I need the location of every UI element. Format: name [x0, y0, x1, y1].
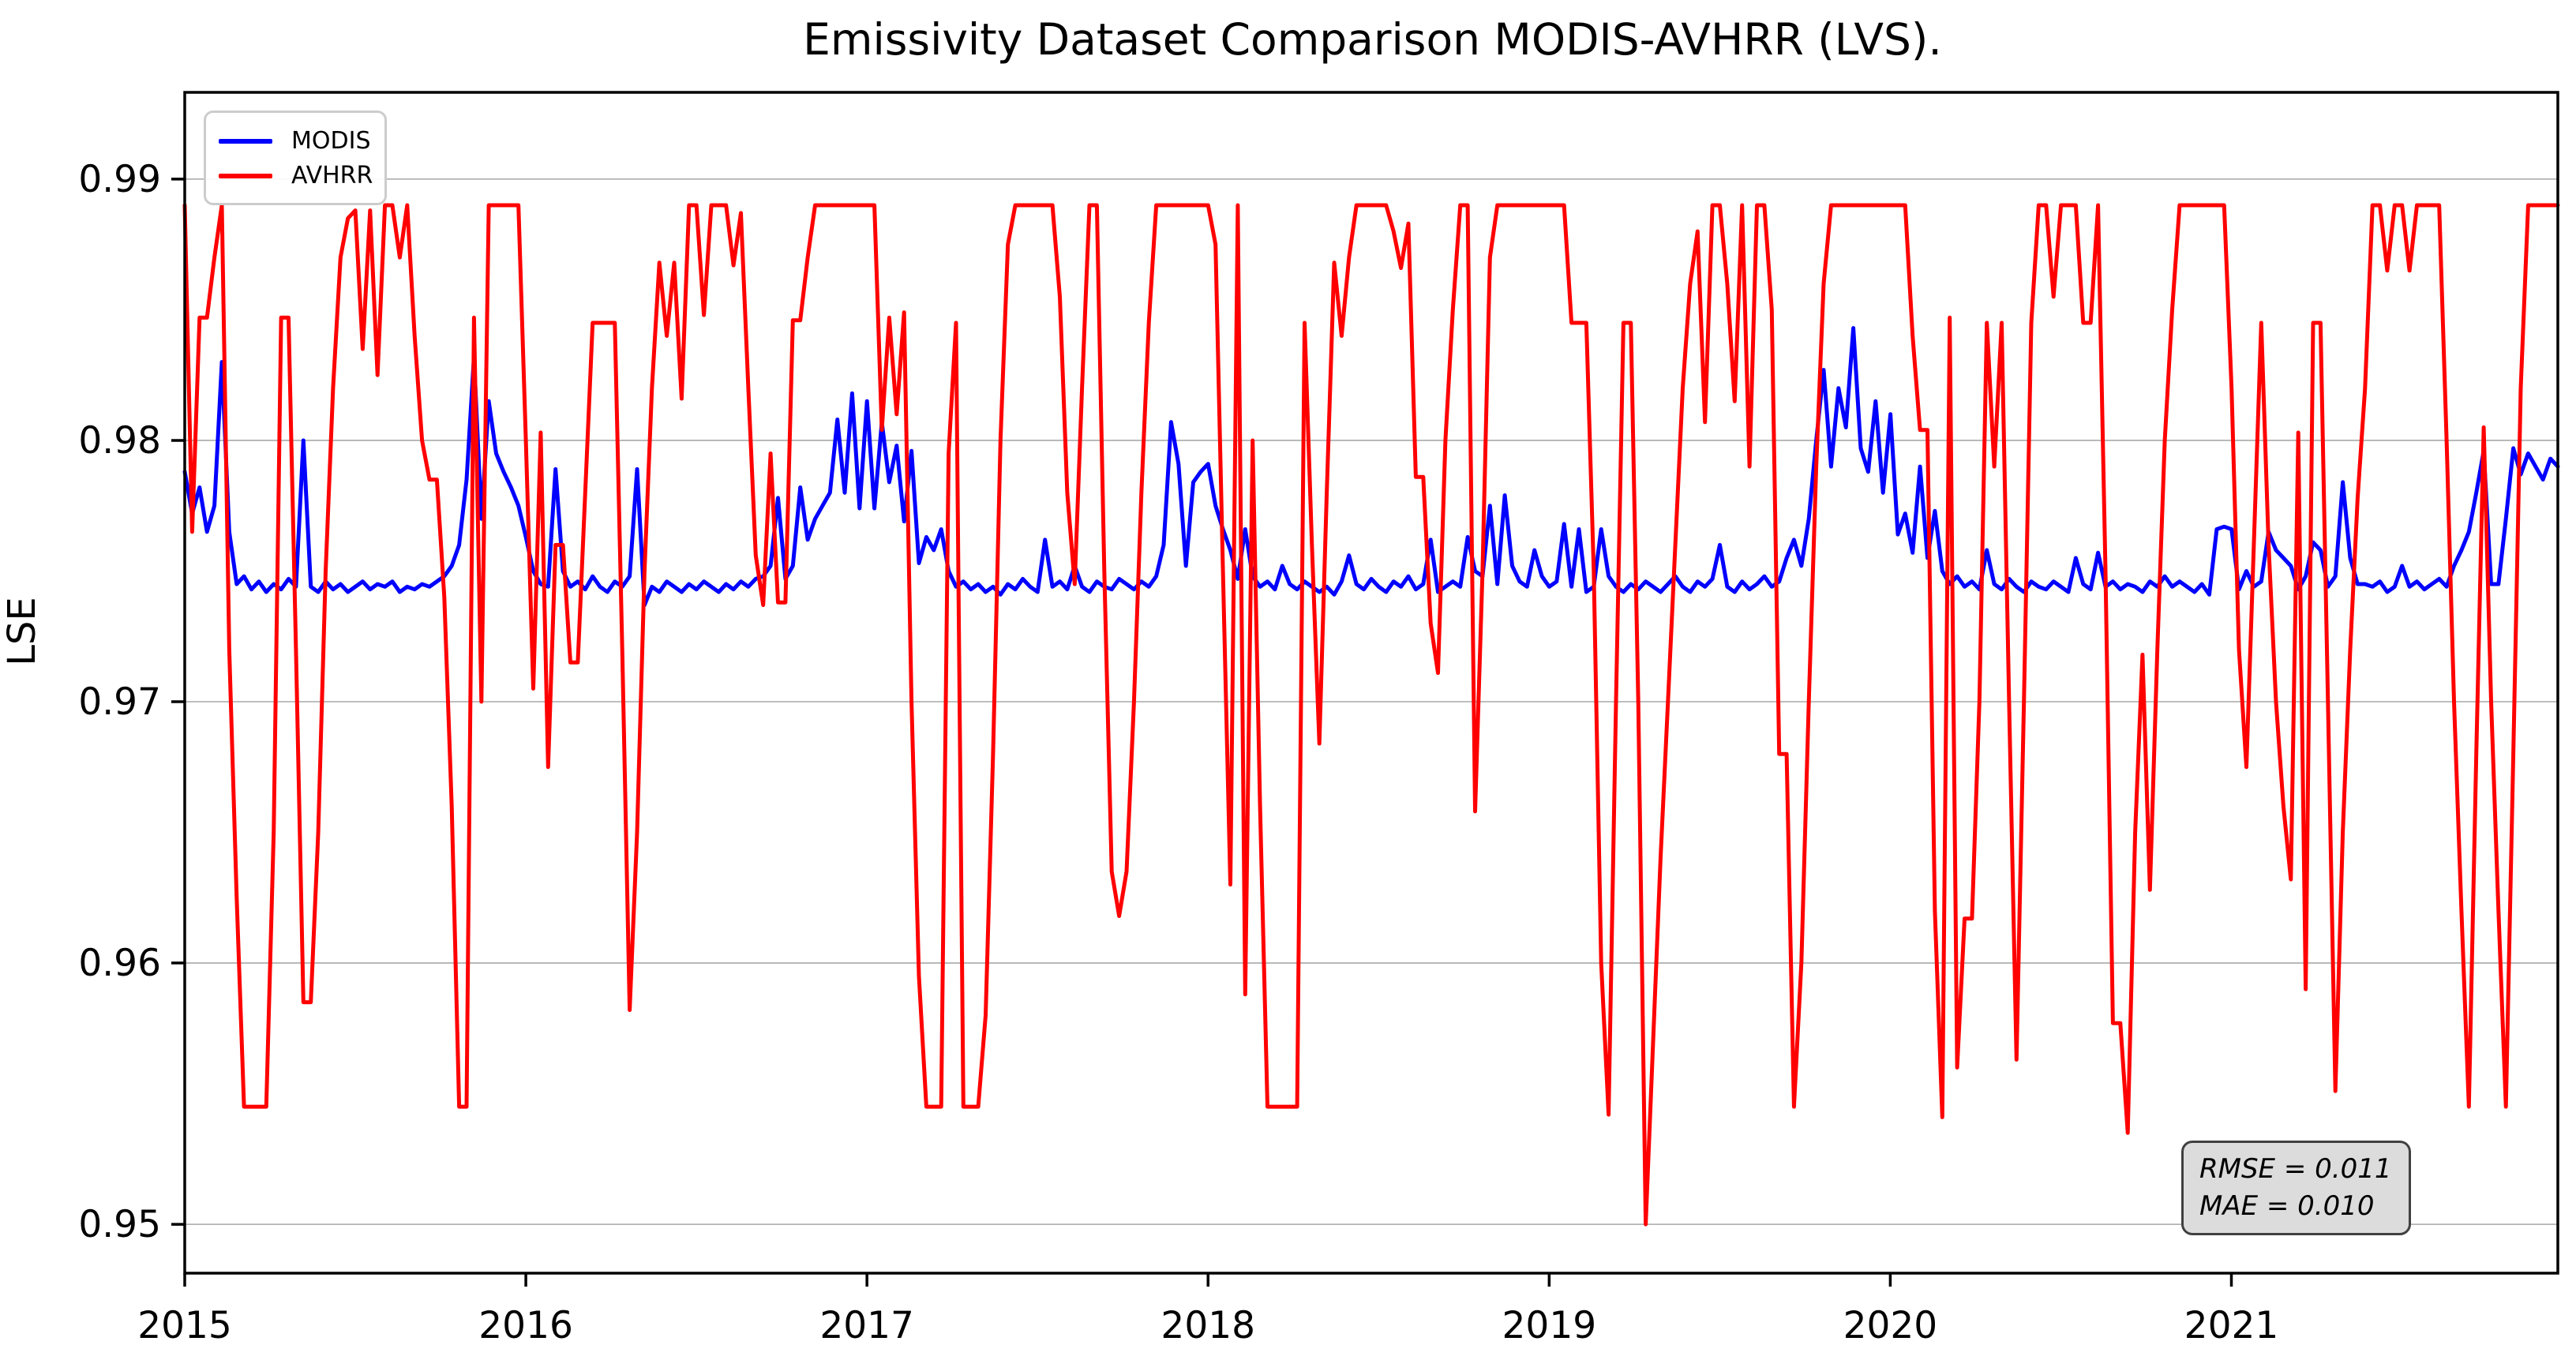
- modis-line-swatch-icon: [219, 139, 272, 144]
- y-tick-label: 0.97: [78, 680, 161, 724]
- metrics-annotation-box: RMSE = 0.011 MAE = 0.010: [2181, 1141, 2412, 1235]
- chart-title: Emissivity Dataset Comparison MODIS-AVHR…: [803, 14, 1942, 65]
- plot-frame: [183, 91, 2559, 1275]
- avhrr-data-line: [182, 203, 2560, 1227]
- y-tick-label: 0.96: [78, 942, 161, 985]
- legend-item-avhrr: AVHRR: [219, 159, 377, 193]
- rmse-value: RMSE = 0.011: [2199, 1153, 2392, 1185]
- x-tick-label: 2018: [1161, 1304, 1255, 1345]
- y-tick-label: 0.99: [78, 158, 161, 201]
- avhrr-line-swatch-icon: [219, 174, 272, 178]
- x-tick-label: 2015: [137, 1304, 232, 1345]
- legend-label-avhrr: AVHRR: [291, 162, 373, 189]
- legend-label-modis: MODIS: [291, 127, 371, 155]
- legend-item-modis: MODIS: [219, 124, 377, 159]
- y-tick-label: 0.98: [78, 419, 161, 463]
- x-tick-label: 2017: [819, 1304, 914, 1345]
- x-tick-label: 2021: [2184, 1304, 2279, 1345]
- legend: MODIS AVHRR: [204, 111, 387, 205]
- y-tick-label: 0.95: [78, 1203, 161, 1246]
- x-tick-label: 2019: [1502, 1304, 1597, 1345]
- x-tick-label: 2016: [478, 1304, 573, 1345]
- x-tick-label: 2020: [1843, 1304, 1938, 1345]
- mae-value: MAE = 0.010: [2199, 1190, 2375, 1222]
